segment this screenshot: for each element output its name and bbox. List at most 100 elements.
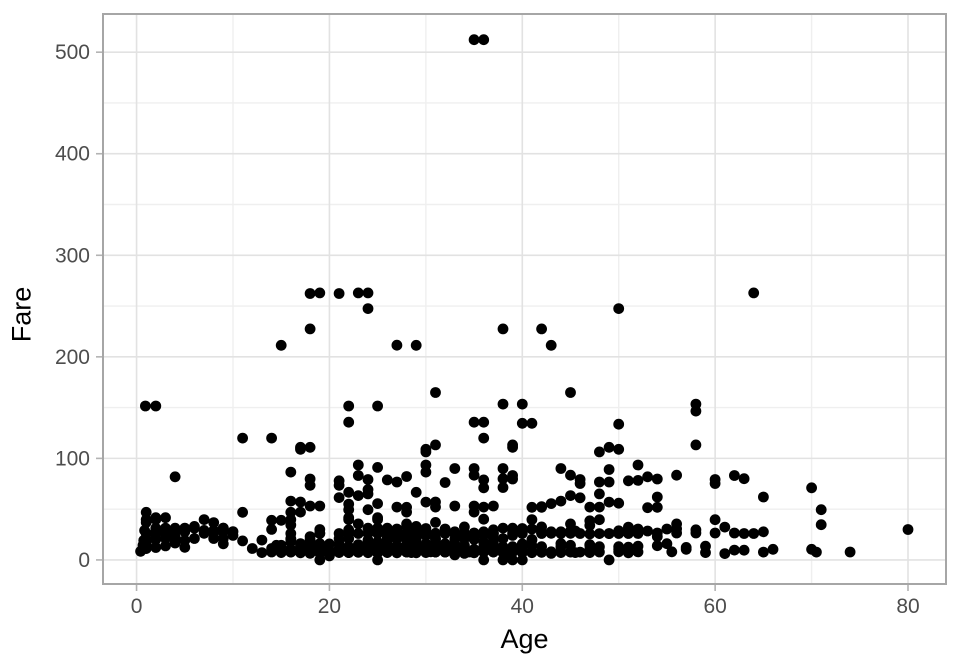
data-point (642, 502, 653, 514)
data-point (632, 546, 644, 558)
data-point (401, 506, 412, 518)
data-point (594, 514, 605, 526)
data-point (478, 546, 490, 558)
data-point (478, 34, 490, 46)
data-point (666, 546, 678, 558)
data-point (352, 490, 364, 501)
data-point (497, 323, 509, 335)
data-point (266, 524, 277, 535)
data-point (709, 527, 721, 539)
data-point (372, 462, 383, 473)
data-point (603, 496, 615, 508)
data-point (594, 546, 605, 558)
data-point (738, 473, 750, 485)
data-point (478, 482, 490, 494)
data-point (478, 474, 490, 486)
data-point (806, 482, 817, 494)
data-point (700, 547, 711, 558)
data-point (603, 464, 615, 475)
data-point (488, 500, 499, 512)
data-point (314, 500, 326, 512)
data-point (497, 522, 509, 534)
data-point (285, 466, 297, 478)
data-point (333, 547, 345, 558)
data-point (362, 522, 374, 534)
data-point (275, 514, 287, 526)
data-point (381, 522, 393, 534)
data-point (304, 500, 316, 512)
data-point (391, 501, 403, 513)
data-point (690, 527, 702, 539)
data-point (362, 488, 374, 500)
data-point (651, 473, 663, 485)
data-point (497, 533, 509, 544)
data-point (362, 287, 374, 299)
data-point (584, 520, 596, 531)
data-point (545, 527, 557, 539)
data-point (613, 443, 625, 455)
data-point (391, 541, 403, 553)
data-point (256, 547, 268, 558)
data-point (555, 547, 567, 558)
data-point (497, 463, 509, 474)
data-point (507, 473, 518, 485)
data-point (304, 536, 316, 548)
data-point (372, 544, 383, 556)
data-point (574, 478, 586, 489)
data-point (603, 441, 615, 453)
data-point (709, 514, 721, 526)
data-point (758, 546, 769, 558)
data-point (671, 527, 682, 539)
y-tick-label: 100 (55, 447, 90, 470)
data-point (256, 534, 268, 546)
data-point (343, 416, 355, 428)
data-point (565, 490, 576, 501)
data-point (381, 547, 393, 558)
data-point (748, 287, 760, 299)
data-point (140, 533, 152, 545)
data-point (729, 470, 740, 481)
data-point (362, 474, 374, 485)
data-point (295, 506, 306, 518)
data-point (526, 514, 538, 525)
x-tick-label: 80 (896, 595, 919, 618)
data-point (160, 512, 171, 524)
data-point (623, 528, 634, 539)
data-point (246, 543, 258, 554)
data-point (584, 528, 596, 540)
data-point (343, 504, 355, 516)
data-point (410, 527, 422, 539)
data-point (420, 466, 432, 478)
data-point (295, 443, 306, 455)
data-point (208, 517, 220, 528)
data-point (758, 526, 769, 538)
data-point (478, 554, 490, 566)
data-point (574, 546, 586, 558)
data-point (352, 528, 364, 539)
data-point (333, 479, 345, 491)
y-tick-label: 0 (78, 549, 90, 572)
data-point (420, 496, 432, 508)
data-point (439, 528, 451, 539)
data-point (314, 538, 326, 549)
data-point (661, 523, 673, 535)
data-point (266, 432, 277, 444)
data-point (507, 525, 518, 536)
data-point (565, 469, 576, 481)
data-point (767, 543, 779, 555)
data-point (449, 549, 461, 561)
data-point (449, 463, 461, 474)
data-point (507, 546, 518, 558)
data-point (352, 287, 364, 299)
data-point (729, 527, 740, 539)
data-point (430, 517, 441, 528)
data-point (372, 536, 383, 548)
x-axis-title: Age (500, 624, 549, 654)
data-point (160, 540, 171, 552)
data-point (545, 498, 557, 509)
data-point (507, 554, 518, 566)
data-point (179, 522, 191, 534)
data-point (391, 339, 403, 351)
data-point (680, 543, 692, 555)
